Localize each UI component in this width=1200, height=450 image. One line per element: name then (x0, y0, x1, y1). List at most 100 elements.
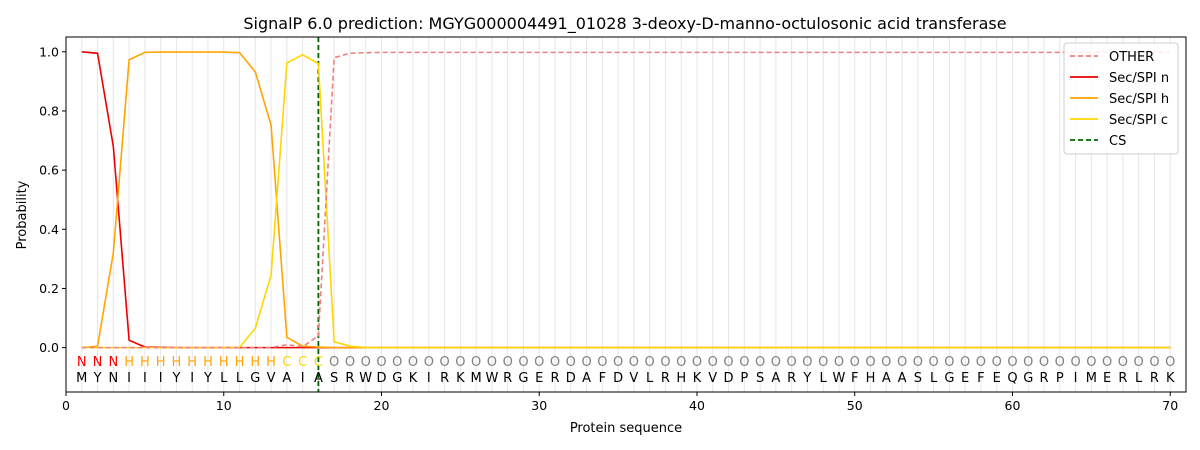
sequence-residue: M (471, 371, 482, 386)
annotation-label: O (834, 355, 844, 370)
sequence-residue: I (127, 371, 131, 386)
sequence-residue: R (1150, 371, 1159, 386)
x-tick-label: 20 (374, 398, 390, 413)
annotation-label: O (376, 355, 386, 370)
sequence-residue: E (961, 371, 969, 386)
annotation-label: O (518, 355, 528, 370)
annotation-label: O (865, 355, 875, 370)
annotation-label: O (771, 355, 781, 370)
annotation-label: O (329, 355, 339, 370)
sequence-residue: G (944, 371, 954, 386)
series-line-sec-spi-h (81, 51, 1171, 349)
sequence-residue: S (914, 371, 922, 386)
sequence-residue: G (392, 371, 402, 386)
sequence-residue: I (190, 371, 194, 386)
sequence-residue: P (740, 371, 748, 386)
annotation-label: O (487, 355, 497, 370)
annotation-label: H (140, 355, 150, 370)
annotation-label: O (897, 355, 907, 370)
sequence-residue: M (76, 371, 87, 386)
sequence-residue: Q (1007, 371, 1017, 386)
annotation-label: O (345, 355, 355, 370)
annotation-label: O (1007, 355, 1017, 370)
annotation-label: H (187, 355, 197, 370)
annotation-label: O (1149, 355, 1159, 370)
x-tick-label: 70 (1162, 398, 1178, 413)
y-tick-label: 0.6 (39, 163, 59, 178)
annotation-label: O (471, 355, 481, 370)
series-line-other (81, 51, 1171, 349)
sequence-residue: H (676, 371, 686, 386)
annotation-label: O (629, 355, 639, 370)
annotation-label: O (566, 355, 576, 370)
annotation-label: H (266, 355, 276, 370)
sequence-residue: A (882, 371, 891, 386)
annotation-label: O (597, 355, 607, 370)
y-tick-label: 0.8 (39, 103, 59, 118)
sequence-residue: E (993, 371, 1001, 386)
annotation-label: O (739, 355, 749, 370)
y-tick-label: 0.0 (39, 340, 59, 355)
sequence-residue: L (220, 371, 228, 386)
sequence-residue: D (724, 371, 734, 386)
legend: OTHER Sec/SPI n Sec/SPI h Sec/SPI c CS (1063, 42, 1179, 155)
sequence-residue: R (345, 371, 354, 386)
sequence-residue: L (930, 371, 938, 386)
sequence-residue: V (708, 371, 717, 386)
sequence-residue: L (646, 371, 654, 386)
chart-title: SignalP 6.0 prediction: MGYG000004491_01… (243, 14, 1006, 34)
annotation-label: O (708, 355, 718, 370)
annotation-label: O (913, 355, 923, 370)
annotation-label: H (235, 355, 245, 370)
sequence-residue: A (771, 371, 780, 386)
sequence-residue: K (1166, 371, 1175, 386)
annotation-label: H (203, 355, 213, 370)
annotation-label: O (755, 355, 765, 370)
sequence-residue: F (977, 371, 984, 386)
sequence-residue: N (108, 371, 118, 386)
series-line-sec-spi-n (81, 50, 1171, 349)
x-tick-label: 40 (689, 398, 705, 413)
annotation-label: O (960, 355, 970, 370)
annotation-label: N (108, 355, 118, 370)
annotation-label: O (1102, 355, 1112, 370)
annotation-label: O (1039, 355, 1049, 370)
y-tick-label: 1.0 (39, 44, 59, 59)
y-tick-label: 0.4 (39, 222, 59, 237)
series-line-sec-spi-c (81, 53, 1171, 349)
sequence-residue: R (661, 371, 670, 386)
x-tick-label: 10 (216, 398, 232, 413)
annotation-label: O (455, 355, 465, 370)
sequence-residue: G (1023, 371, 1033, 386)
annotation-label: O (976, 355, 986, 370)
series-layer (81, 50, 1171, 349)
plot-frame (65, 36, 1187, 393)
annotation-label: O (550, 355, 560, 370)
sequence-residue: L (236, 371, 244, 386)
sequence-residue: P (1056, 371, 1064, 386)
annotation-label: C (282, 355, 291, 370)
annotation-label: O (645, 355, 655, 370)
legend-label: Sec/SPI c (1109, 113, 1168, 128)
sequence-residue: I (159, 371, 163, 386)
sequence-residue: A (282, 371, 291, 386)
annotation-label: O (802, 355, 812, 370)
annotation-label: O (660, 355, 670, 370)
annotation-label: O (1134, 355, 1144, 370)
annotation-label: O (408, 355, 418, 370)
sequence-residue: Y (171, 371, 180, 386)
sequence-residue: G (518, 371, 528, 386)
annotation-label: O (1118, 355, 1128, 370)
annotation-label: O (944, 355, 954, 370)
sequence-residue: M (1086, 371, 1097, 386)
annotation-label: H (156, 355, 166, 370)
sequence-residue: G (250, 371, 260, 386)
annotation-label: O (1165, 355, 1175, 370)
annotation-label: O (787, 355, 797, 370)
annotation-label: C (298, 355, 307, 370)
annotation-label: H (172, 355, 182, 370)
annotation-label: O (581, 355, 591, 370)
sequence-residue: H (866, 371, 876, 386)
x-tick-label: 60 (1005, 398, 1021, 413)
sequence-residue: I (143, 371, 147, 386)
